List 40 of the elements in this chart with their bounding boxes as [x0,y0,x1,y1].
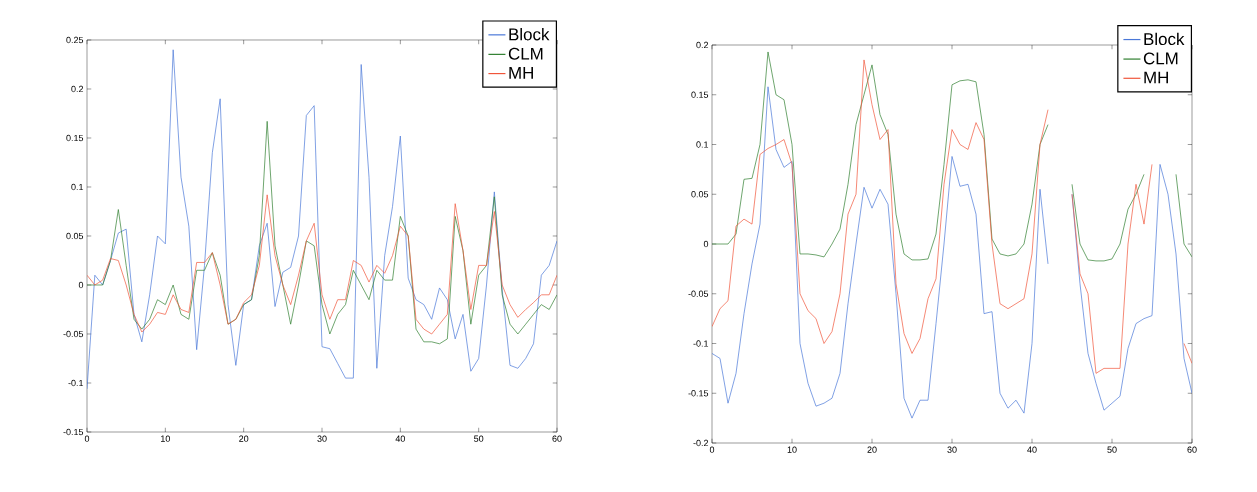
y-tick-label: 0 [78,281,84,289]
x-tick-label: 50 [474,435,484,442]
y-tick-label: -0.1 [68,379,84,387]
x-tick-label: 30 [317,435,327,442]
x-tick-label: 50 [1107,446,1117,453]
y-tick-label: 0 [703,240,709,248]
x-tick-label: 40 [1027,446,1037,453]
x-tick-label: 30 [947,446,957,453]
y-tick-label: 0.2 [696,41,709,49]
y-tick-label: 0.05 [691,191,709,198]
y-tick-label: 0.15 [691,91,709,98]
x-tick-label: 0 [84,435,90,442]
x-tick-label: 0 [709,446,715,453]
legend-label: MH [509,67,533,79]
x-tick-label: 20 [239,435,249,442]
x-tick-label: 10 [161,435,170,442]
y-tick-label: -0.05 [63,330,84,338]
y-tick-label: -0.1 [693,340,709,347]
y-tick-label: -0.05 [688,290,709,297]
legend-label: MH [1144,71,1168,84]
y-tick-label: -0.2 [693,439,709,447]
y-tick-label: 0.1 [71,183,84,191]
legend-label: CLM [1143,52,1178,65]
x-tick-label: 40 [395,435,405,442]
line-series [87,194,557,335]
y-tick-label: 0.15 [66,134,84,142]
x-tick-label: 60 [552,435,562,442]
x-tick-label: 60 [1187,446,1197,453]
y-tick-label: -0.15 [63,428,84,436]
y-tick-label: 0.25 [66,36,84,44]
y-tick-label: 0.2 [71,85,84,93]
line-series [87,49,557,390]
legend-label: CLM [508,47,543,60]
x-tick-label: 20 [867,446,877,453]
x-tick-label: 10 [787,446,797,453]
y-tick-label: -0.15 [688,390,709,397]
y-tick-label: 0.1 [696,141,709,148]
legend-label: Block [509,27,550,41]
y-tick-label: 0.05 [66,232,84,240]
legend-label: Block [1144,32,1185,46]
